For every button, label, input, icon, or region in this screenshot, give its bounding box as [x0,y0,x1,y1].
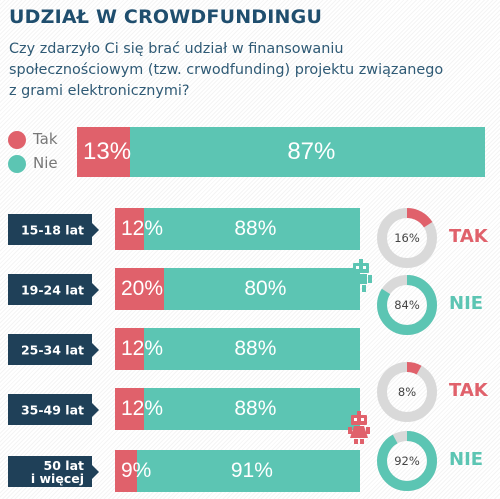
age-3-label-tak: 12% [121,337,164,360]
age-label: 25-34 lat [20,342,84,357]
survey-question: Czy zdarzyło Ci się brać udział w finans… [9,39,497,102]
age-1-label-nie: 88% [234,217,277,240]
male-tak-donut-ring [377,208,437,268]
chart-title: UDZIAŁ W CROWDFUNDINGU [9,6,323,28]
legend-swatch-nie [8,155,26,173]
female-tak-donut: 8% [377,362,437,422]
overall-bar: 13% 87% [77,127,485,177]
age-5-label-nie: 91% [230,459,273,482]
female-tak-label: TAK [449,380,488,401]
age-tag: 19-24 lat [8,274,99,305]
age-1-segment-nie [144,208,360,250]
age-2-segment-nie [164,268,360,310]
age-2-segment-tak [115,268,164,310]
age-label: 15-18 lat [20,222,84,237]
male-tak-label: TAK [449,226,488,247]
overall-label-nie: 87% [287,138,336,165]
female-nie-donut-slice [377,431,437,491]
question-line: społecznościowym (tzw. crwodfunding) pro… [9,62,444,78]
legend-label-tak: Tak [33,130,58,148]
age-1-segment-tak [115,208,144,250]
female-tak-donut-slice [377,362,437,422]
female-nie-donut: 92% [377,431,437,491]
female-tak-donut-ring [377,362,437,422]
age-4-label-nie: 88% [234,397,277,420]
age-4-bar: 12% 88% [115,388,360,430]
female-robot-icon [348,411,370,444]
age-tag: 25-34 lat [8,334,99,365]
female-nie-label: NIE [449,449,484,470]
age-4-segment-tak [115,388,144,430]
overall-segment-tak [77,127,130,177]
age-tag: 50 lat i więcej [8,456,99,487]
male-tak-donut: 16% [377,208,437,268]
age-label: 35-49 lat [20,402,84,417]
age-3-bar: 12% 88% [115,328,360,370]
overall-label-tak: 13% [83,138,132,165]
age-1-label-tak: 12% [121,217,164,240]
male-tak-donut-label: 16% [394,231,420,245]
age-3-label-nie: 88% [234,337,277,360]
overall-segment-nie [130,127,485,177]
male-nie-label: NIE [449,293,484,314]
age-4-label-tak: 12% [121,397,164,420]
age-3-segment-nie [144,328,360,370]
age-label: 50 lat i więcej [30,457,84,486]
female-nie-donut-label: 92% [394,454,420,468]
question-line: Czy zdarzyło Ci się brać udział w finans… [9,41,344,57]
female-nie-donut-ring [377,431,437,491]
male-robot-icon [350,259,372,292]
male-nie-donut-slice [377,275,437,335]
age-3-segment-tak [115,328,144,370]
male-nie-donut-ring [377,275,437,335]
legend-swatch-tak [8,131,26,149]
age-tag: 15-18 lat [8,214,99,245]
age-2-label-nie: 80% [244,277,287,300]
age-tag: 35-49 lat [8,394,99,425]
age-1-bar: 12% 88% [115,208,360,250]
age-label: 19-24 lat [20,282,84,297]
age-5-label-tak: 9% [121,459,152,482]
age-2-bar: 20% 80% [115,268,360,310]
age-5-bar: 9% 91% [115,450,360,492]
age-5-segment-nie [137,450,360,492]
age-4-segment-nie [144,388,360,430]
question-line: z grami elektronicznymi? [9,83,190,99]
age-2-label-tak: 20% [121,277,164,300]
male-nie-donut: 84% [377,275,437,335]
age-5-segment-tak [115,450,137,492]
legend-label-nie: Nie [33,154,58,172]
male-nie-donut-label: 84% [394,298,420,312]
female-tak-donut-label: 8% [397,385,417,399]
male-tak-donut-slice [377,208,437,268]
